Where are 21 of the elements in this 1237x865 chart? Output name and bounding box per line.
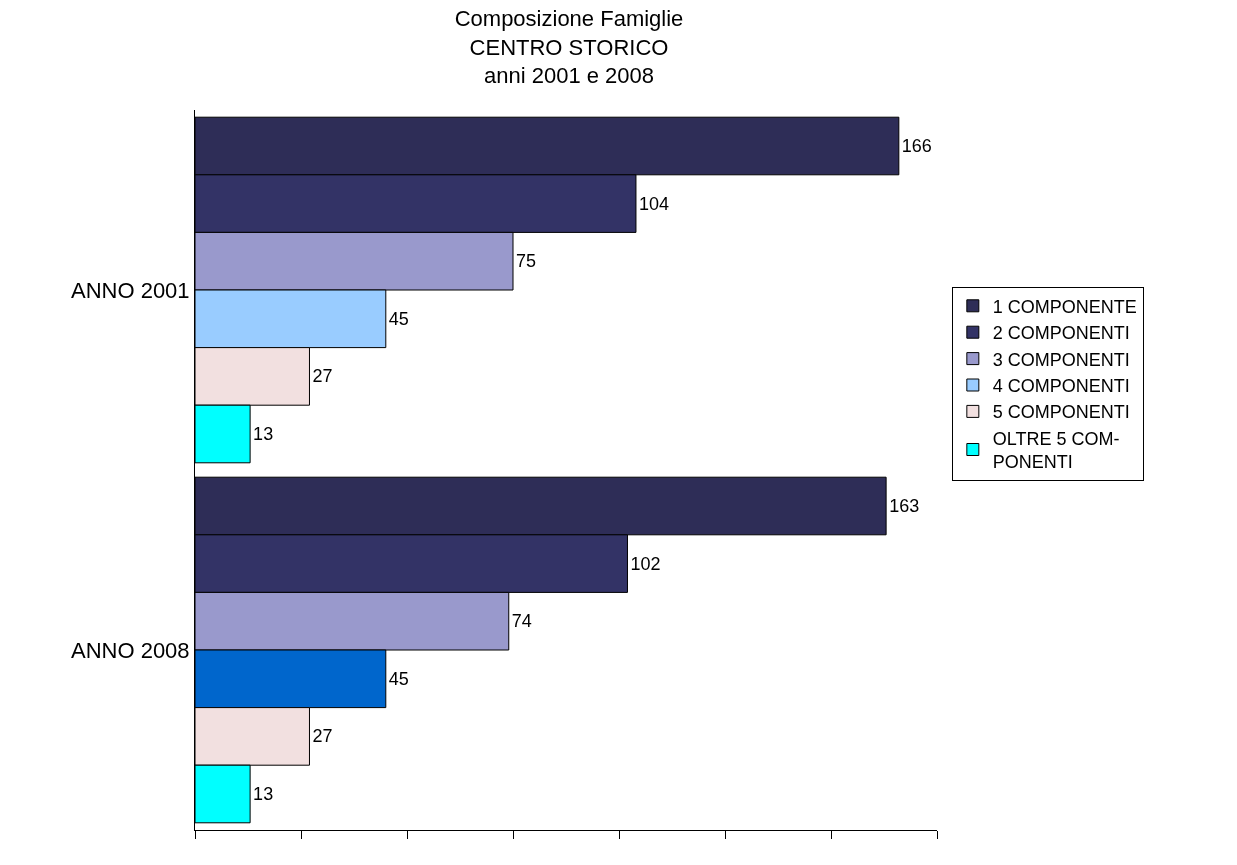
data-label: 27	[312, 726, 333, 747]
data-label: 74	[511, 611, 532, 632]
legend-label: OLTRE 5 COM- PONENTI	[992, 428, 1120, 473]
legend-label: 3 COMPONENTI	[992, 349, 1130, 370]
y-tick-label: ANNO 2001	[70, 277, 190, 303]
data-label: 13	[253, 784, 274, 804]
data-label: 27	[312, 366, 333, 387]
y-tick-label: ANNO 2008	[70, 637, 190, 663]
data-label: 75	[516, 251, 537, 272]
legend-label: 5 COMPONENTI	[992, 402, 1130, 423]
data-label: 104	[638, 193, 670, 214]
data-label: 163	[889, 496, 920, 516]
data-label: 45	[388, 308, 409, 329]
legend-label: 1 COMPONENTE	[992, 296, 1137, 317]
chart-title: Composizione Famiglie CENTRO STORICO anni 2001 e 2008	[454, 5, 684, 89]
legend-label: 4 COMPONENTI	[992, 376, 1130, 397]
legend-label: 2 COMPONENTI	[992, 323, 1130, 344]
data-label: 13	[253, 424, 274, 444]
data-label: 102	[630, 553, 661, 574]
data-label: 45	[388, 668, 409, 689]
data-label: 166	[901, 136, 932, 156]
